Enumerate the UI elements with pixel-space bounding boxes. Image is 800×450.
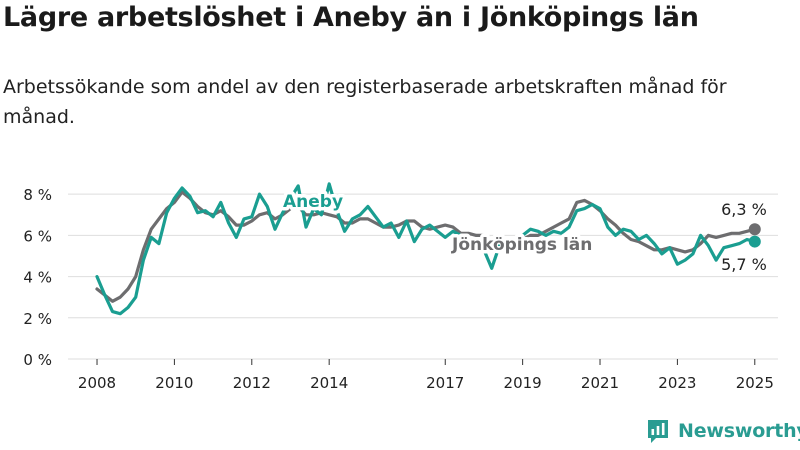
chart-title: Lägre arbetslöshet i Aneby än i Jönköpin… (3, 2, 699, 33)
x-tick-label: 2008 (78, 374, 116, 392)
y-tick-label: 2 % (23, 310, 52, 328)
series-label-aneby: Aneby (283, 192, 343, 212)
x-tick-label: 2025 (736, 374, 774, 392)
series-label-jonkopings-lan-halo: Jönköpings län (451, 235, 592, 255)
newsworthy-brand[interactable]: Newsworthy (646, 418, 800, 444)
end-label-aneby: 5,7 % (721, 255, 767, 274)
brand-name: Newsworthy (678, 420, 800, 442)
x-tick-label: 2021 (581, 374, 619, 392)
x-tick-label: 2012 (233, 374, 271, 392)
y-tick-label: 0 % (23, 351, 52, 369)
end-dot-jonkopings-lan (748, 223, 761, 236)
series-label-jonkopings-lan: Jönköpings län (451, 235, 592, 255)
y-tick-label: 6 % (23, 227, 52, 245)
x-tick-label: 2023 (658, 374, 696, 392)
end-dot-aneby (748, 235, 761, 248)
newsworthy-logo-icon (648, 420, 668, 443)
x-tick-label: 2010 (155, 374, 193, 392)
x-tick-label: 2014 (310, 374, 348, 392)
x-tick-label: 2017 (426, 374, 464, 392)
chart-subtitle: Arbetssökande som andel av den registerb… (3, 76, 727, 128)
x-tick-label: 2019 (504, 374, 542, 392)
end-label-jonkopings-lan: 6,3 % (721, 200, 767, 219)
y-tick-label: 4 % (23, 269, 52, 287)
series-line-aneby (95, 182, 757, 316)
y-tick-label: 8 % (23, 186, 52, 204)
series-label-aneby-halo: Aneby (283, 192, 343, 212)
